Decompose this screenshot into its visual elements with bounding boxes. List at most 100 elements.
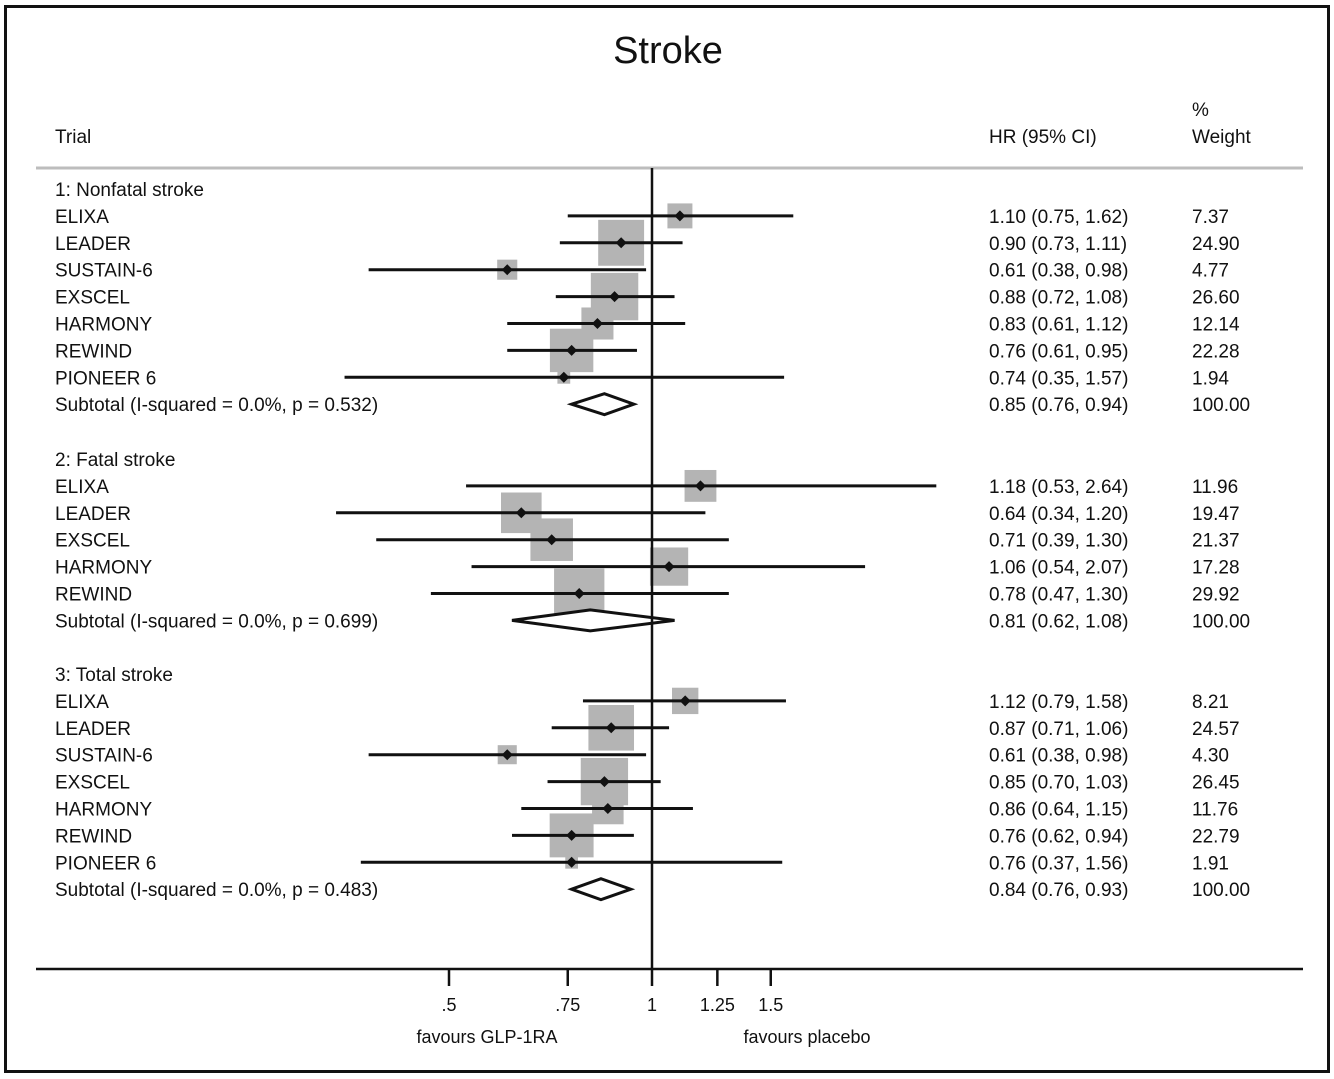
trial-name: REWIND [55,585,132,606]
point-estimate [546,534,558,546]
hr-ci-value: 0.85 (0.76, 0.94) [989,395,1128,416]
chart-frame: Stroke Trial HR (95% CI) % Weight 1: Non… [4,5,1330,1073]
weight-value: 4.30 [1192,746,1229,767]
point-estimate [663,561,675,573]
hr-ci-value: 0.61 (0.38, 0.98) [989,261,1128,282]
forest-plot: Stroke Trial HR (95% CI) % Weight 1: Non… [36,30,1303,1047]
weight-value: 24.57 [1192,719,1240,740]
hr-ci-value: 0.76 (0.61, 0.95) [989,341,1128,362]
hr-ci-value: 0.84 (0.76, 0.93) [989,880,1128,901]
weight-value: 11.76 [1192,800,1238,821]
weight-value: 21.37 [1192,531,1240,552]
weight-value: 19.47 [1192,504,1240,525]
point-estimate [566,856,578,868]
point-estimate [501,749,513,761]
weight-value: 1.91 [1192,853,1229,874]
weight-value: 26.45 [1192,773,1240,794]
hr-ci-value: 0.85 (0.70, 1.03) [989,773,1128,794]
trial-name: EXSCEL [55,773,130,794]
group-heading: 2: Fatal stroke [55,450,175,471]
point-estimate [609,291,621,303]
point-estimate [605,722,617,734]
weight-value: 17.28 [1192,558,1240,579]
trial-name: ELIXA [55,477,109,498]
hr-ci-value: 0.90 (0.73, 1.11) [989,234,1127,255]
x-axis: .5 .75 1 1.25 1.5 [441,969,783,1015]
weight-value: 100.00 [1192,611,1250,632]
point-estimate [674,210,686,222]
point-estimate [566,829,578,841]
subtotal-label: Subtotal (I-squared = 0.0%, p = 0.532) [55,395,378,416]
hr-ci-value: 0.87 (0.71, 1.06) [989,719,1128,740]
trial-name: PIONEER 6 [55,853,156,874]
trial-name: REWIND [55,341,132,362]
trial-name: SUSTAIN-6 [55,746,153,767]
point-estimate [591,318,603,329]
weight-value: 100.00 [1192,395,1250,416]
point-estimate [615,237,627,249]
trial-name: HARMONY [55,800,152,821]
hr-ci-value: 0.64 (0.34, 1.20) [989,504,1128,525]
trial-column-header: Trial [55,127,91,148]
point-estimate [694,480,706,492]
trial-name: EXSCEL [55,531,130,552]
weight-value: 22.79 [1192,826,1240,847]
trial-name: REWIND [55,826,132,847]
point-estimate [566,344,578,356]
trial-name: LEADER [55,234,131,255]
forest-marks: 1: Nonfatal stroke ELIXA 1.10 (0.75, 1.62)… [55,168,1250,969]
hr-ci-value: 0.81 (0.62, 1.08) [989,611,1128,632]
x-tick-label: 1 [647,995,657,1015]
hr-ci-value: 0.71 (0.39, 1.30) [989,531,1128,552]
weight-value: 26.60 [1192,288,1240,309]
subtotal-diamond [566,392,639,417]
point-estimate [679,695,691,707]
hr-ci-value: 0.76 (0.37, 1.56) [989,853,1128,874]
chart-title: Stroke [613,30,723,72]
subtotal-label: Subtotal (I-squared = 0.0%, p = 0.699) [55,611,378,632]
point-estimate [598,776,610,788]
hr-column-header: HR (95% CI) [989,127,1097,148]
weight-column-header-line2: Weight [1192,127,1252,148]
trial-name: PIONEER 6 [55,368,156,389]
hr-ci-value: 0.78 (0.47, 1.30) [989,585,1128,606]
point-estimate [558,371,570,383]
x-tick-label: .5 [441,995,456,1015]
weight-column-header-line1: % [1192,100,1209,121]
hr-ci-value: 1.12 (0.79, 1.58) [989,692,1128,713]
group-heading: 3: Total stroke [55,665,173,686]
subtotal-label: Subtotal (I-squared = 0.0%, p = 0.483) [55,880,378,901]
point-estimate [501,264,513,276]
weight-value: 11.96 [1192,477,1238,498]
favours-right-label: favours placebo [743,1027,870,1047]
x-tick-label: 1.5 [758,995,783,1015]
trial-name: LEADER [55,504,131,525]
point-estimate [573,588,585,599]
weight-value: 29.92 [1192,585,1240,606]
trial-name: HARMONY [55,558,152,579]
weight-value: 8.21 [1192,692,1229,713]
point-estimate [515,507,527,519]
trial-name: ELIXA [55,692,109,713]
hr-ci-value: 0.76 (0.62, 0.94) [989,826,1128,847]
hr-ci-value: 1.10 (0.75, 1.62) [989,207,1128,228]
weight-value: 12.14 [1192,315,1240,336]
trial-name: LEADER [55,719,131,740]
point-estimate [602,803,614,814]
weight-value: 24.90 [1192,234,1240,255]
hr-ci-value: 1.06 (0.54, 2.07) [989,558,1128,579]
weight-value: 4.77 [1192,261,1229,282]
trial-name: SUSTAIN-6 [55,261,153,282]
hr-ci-value: 0.83 (0.61, 1.12) [989,315,1128,336]
hr-ci-value: 0.61 (0.38, 0.98) [989,746,1128,767]
trial-name: EXSCEL [55,288,130,309]
weight-value: 100.00 [1192,880,1250,901]
weight-value: 7.37 [1192,207,1229,228]
x-tick-label: .75 [555,995,580,1015]
subtotal-diamond [567,877,636,902]
favours-left-label: favours GLP-1RA [416,1027,557,1047]
weight-value: 22.28 [1192,341,1240,362]
hr-ci-value: 1.18 (0.53, 2.64) [989,477,1128,498]
trial-name: ELIXA [55,207,109,228]
subtotal-diamond [511,608,675,633]
